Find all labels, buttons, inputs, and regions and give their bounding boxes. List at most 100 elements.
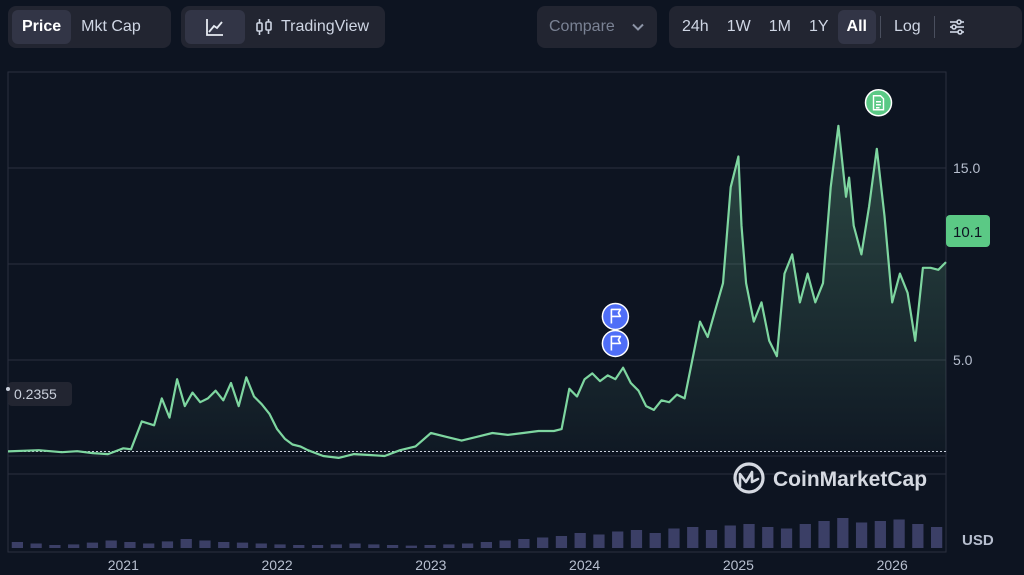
volume-bar (330, 544, 342, 548)
volume-bar (574, 533, 586, 548)
range-1m[interactable]: 1M (768, 18, 791, 35)
watermark-text: CoinMarketCap (773, 468, 927, 491)
volume-bar (86, 542, 99, 548)
volume-bar (762, 527, 774, 548)
volume-bar (537, 537, 549, 548)
volume-bar (180, 539, 192, 548)
volume-bar (724, 525, 736, 548)
price-tab[interactable]: Price (12, 10, 72, 44)
volume-bar (630, 530, 643, 548)
volume-bar (837, 518, 849, 548)
volume-bar (424, 545, 436, 548)
range-1w[interactable]: 1W (726, 18, 751, 35)
line-chart-icon (206, 19, 223, 36)
volume-bar (874, 521, 886, 548)
toolbar-divider (879, 16, 881, 38)
x-tick-label: 2024 (569, 557, 600, 573)
volume-bar (855, 522, 868, 548)
y-tick-label: 5.0 (953, 352, 973, 368)
flag-icon (610, 308, 622, 324)
range-all[interactable]: All (837, 10, 876, 44)
volume-bar (499, 540, 511, 548)
compare-label: Compare (549, 18, 615, 35)
price-line (7, 124, 947, 459)
log-scale-button[interactable]: Log (893, 18, 921, 35)
volume-bar (199, 540, 211, 548)
volume-bar (68, 544, 80, 548)
compare-dropdown[interactable]: Compare (537, 6, 657, 48)
time-range-selector: 24h 1W 1M 1Y All Log (669, 6, 1022, 48)
volume-bar (405, 545, 417, 548)
volume-bar (705, 530, 718, 548)
current-price-label: 10.1 (953, 224, 982, 241)
chevron-down-icon (632, 23, 644, 31)
start-price-badge: 0.2355 (6, 382, 72, 406)
volume-bar (743, 524, 755, 548)
range-1y[interactable]: 1Y (808, 18, 829, 35)
candlestick-icon (256, 19, 272, 35)
volume-bar (274, 544, 286, 548)
range-24h[interactable]: 24h (682, 18, 709, 35)
price-mktcap-toggle: Price Mkt Cap (8, 6, 171, 48)
volume-bar (480, 542, 493, 548)
volume-bar (668, 528, 680, 548)
current-price-badge: 10.1 (946, 215, 990, 247)
x-tick-label: 2022 (262, 557, 293, 573)
volume-bar (386, 545, 399, 548)
price-area (8, 125, 946, 458)
x-tick-label: 2023 (415, 557, 446, 573)
volume-bar (593, 534, 605, 548)
volume-bars (11, 518, 943, 548)
document-icon (872, 95, 885, 111)
y-tick-label: 15.0 (953, 160, 980, 176)
volume-bar (461, 543, 474, 548)
volume-bar (11, 542, 24, 548)
chart-style-toggle: TradingView (181, 6, 385, 48)
volume-bar (49, 545, 61, 548)
news-event-marker[interactable] (864, 89, 893, 117)
settings-button[interactable] (939, 10, 975, 44)
volume-bar (893, 519, 905, 548)
volume-bar (612, 531, 624, 548)
x-axis-labels: 2021 2022 2023 2024 2025 2026 (108, 557, 908, 573)
volume-bar (518, 539, 530, 548)
event-markers (601, 89, 893, 358)
tradingview-button[interactable]: TradingView (245, 10, 379, 44)
volume-bar (161, 541, 174, 548)
volume-bar (443, 544, 455, 548)
x-tick-label: 2021 (108, 557, 139, 573)
mktcap-tab[interactable]: Mkt Cap (81, 18, 141, 35)
line-chart-button[interactable] (185, 10, 245, 44)
volume-bar (912, 524, 924, 548)
volume-bar (143, 543, 155, 548)
sliders-icon (949, 19, 964, 35)
currency-label: USD (962, 532, 994, 549)
volume-bar (218, 542, 230, 548)
volume-bar (687, 527, 699, 548)
y-axis-labels: 15.0 5.0 (953, 160, 980, 368)
volume-bar (930, 527, 943, 548)
tradingview-label: TradingView (281, 18, 370, 35)
volume-bar (780, 528, 793, 548)
flag-event-marker[interactable] (601, 329, 630, 358)
volume-bar (124, 542, 136, 548)
volume-bar (799, 524, 811, 548)
coinmarketcap-watermark: CoinMarketCap (733, 462, 927, 494)
volume-bar (311, 545, 324, 548)
volume-bar (818, 521, 830, 548)
flag-event-marker[interactable] (601, 302, 630, 331)
volume-bar (236, 542, 249, 548)
volume-bar (105, 540, 117, 548)
toolbar-divider (933, 16, 935, 38)
start-price-label: 0.2355 (14, 386, 57, 402)
volume-bar (293, 545, 305, 548)
volume-bar (555, 536, 568, 548)
volume-bar (30, 543, 42, 548)
x-tick-label: 2026 (877, 557, 908, 573)
flag-icon (610, 335, 622, 351)
volume-bar (649, 533, 661, 548)
volume-bar (255, 543, 267, 548)
volume-bar (368, 544, 380, 548)
x-tick-label: 2025 (723, 557, 754, 573)
